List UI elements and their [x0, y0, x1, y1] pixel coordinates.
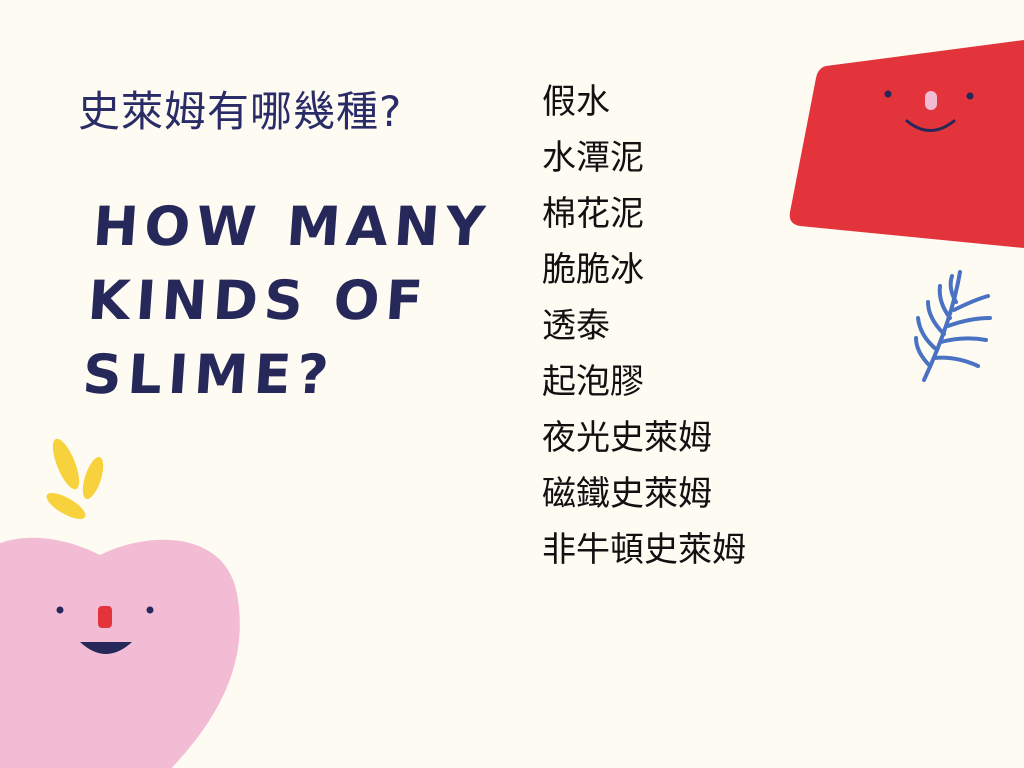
list-item: 假水 [542, 82, 610, 122]
english-title-line-2: KINDS OF [85, 269, 431, 332]
smiling-heart-icon [0, 537, 240, 768]
english-title: HOW MANY KINDS OF SLIME? [80, 190, 493, 412]
smiling-card-icon [789, 40, 1024, 248]
slime-kinds-list: 假水 水潭泥 棉花泥 脆脆冰 透泰 起泡膠 夜光史萊姆 磁鐵史萊姆 非牛頓史萊姆 [542, 74, 746, 578]
list-item: 脆脆冰 [542, 250, 644, 290]
list-item: 非牛頓史萊姆 [542, 530, 746, 570]
list-item: 夜光史萊姆 [542, 418, 712, 458]
chinese-title: 史萊姆有哪幾種? [78, 87, 403, 136]
list-item: 起泡膠 [542, 362, 644, 402]
fern-leaf-icon [914, 270, 992, 382]
list-item: 水潭泥 [542, 138, 644, 178]
list-item: 磁鐵史萊姆 [542, 474, 712, 514]
list-item: 棉花泥 [542, 194, 644, 234]
english-title-line-1: HOW MANY [91, 195, 493, 258]
english-title-line-3: SLIME? [80, 343, 337, 406]
list-item: 透泰 [542, 306, 610, 346]
sprout-petals-icon [46, 438, 104, 519]
